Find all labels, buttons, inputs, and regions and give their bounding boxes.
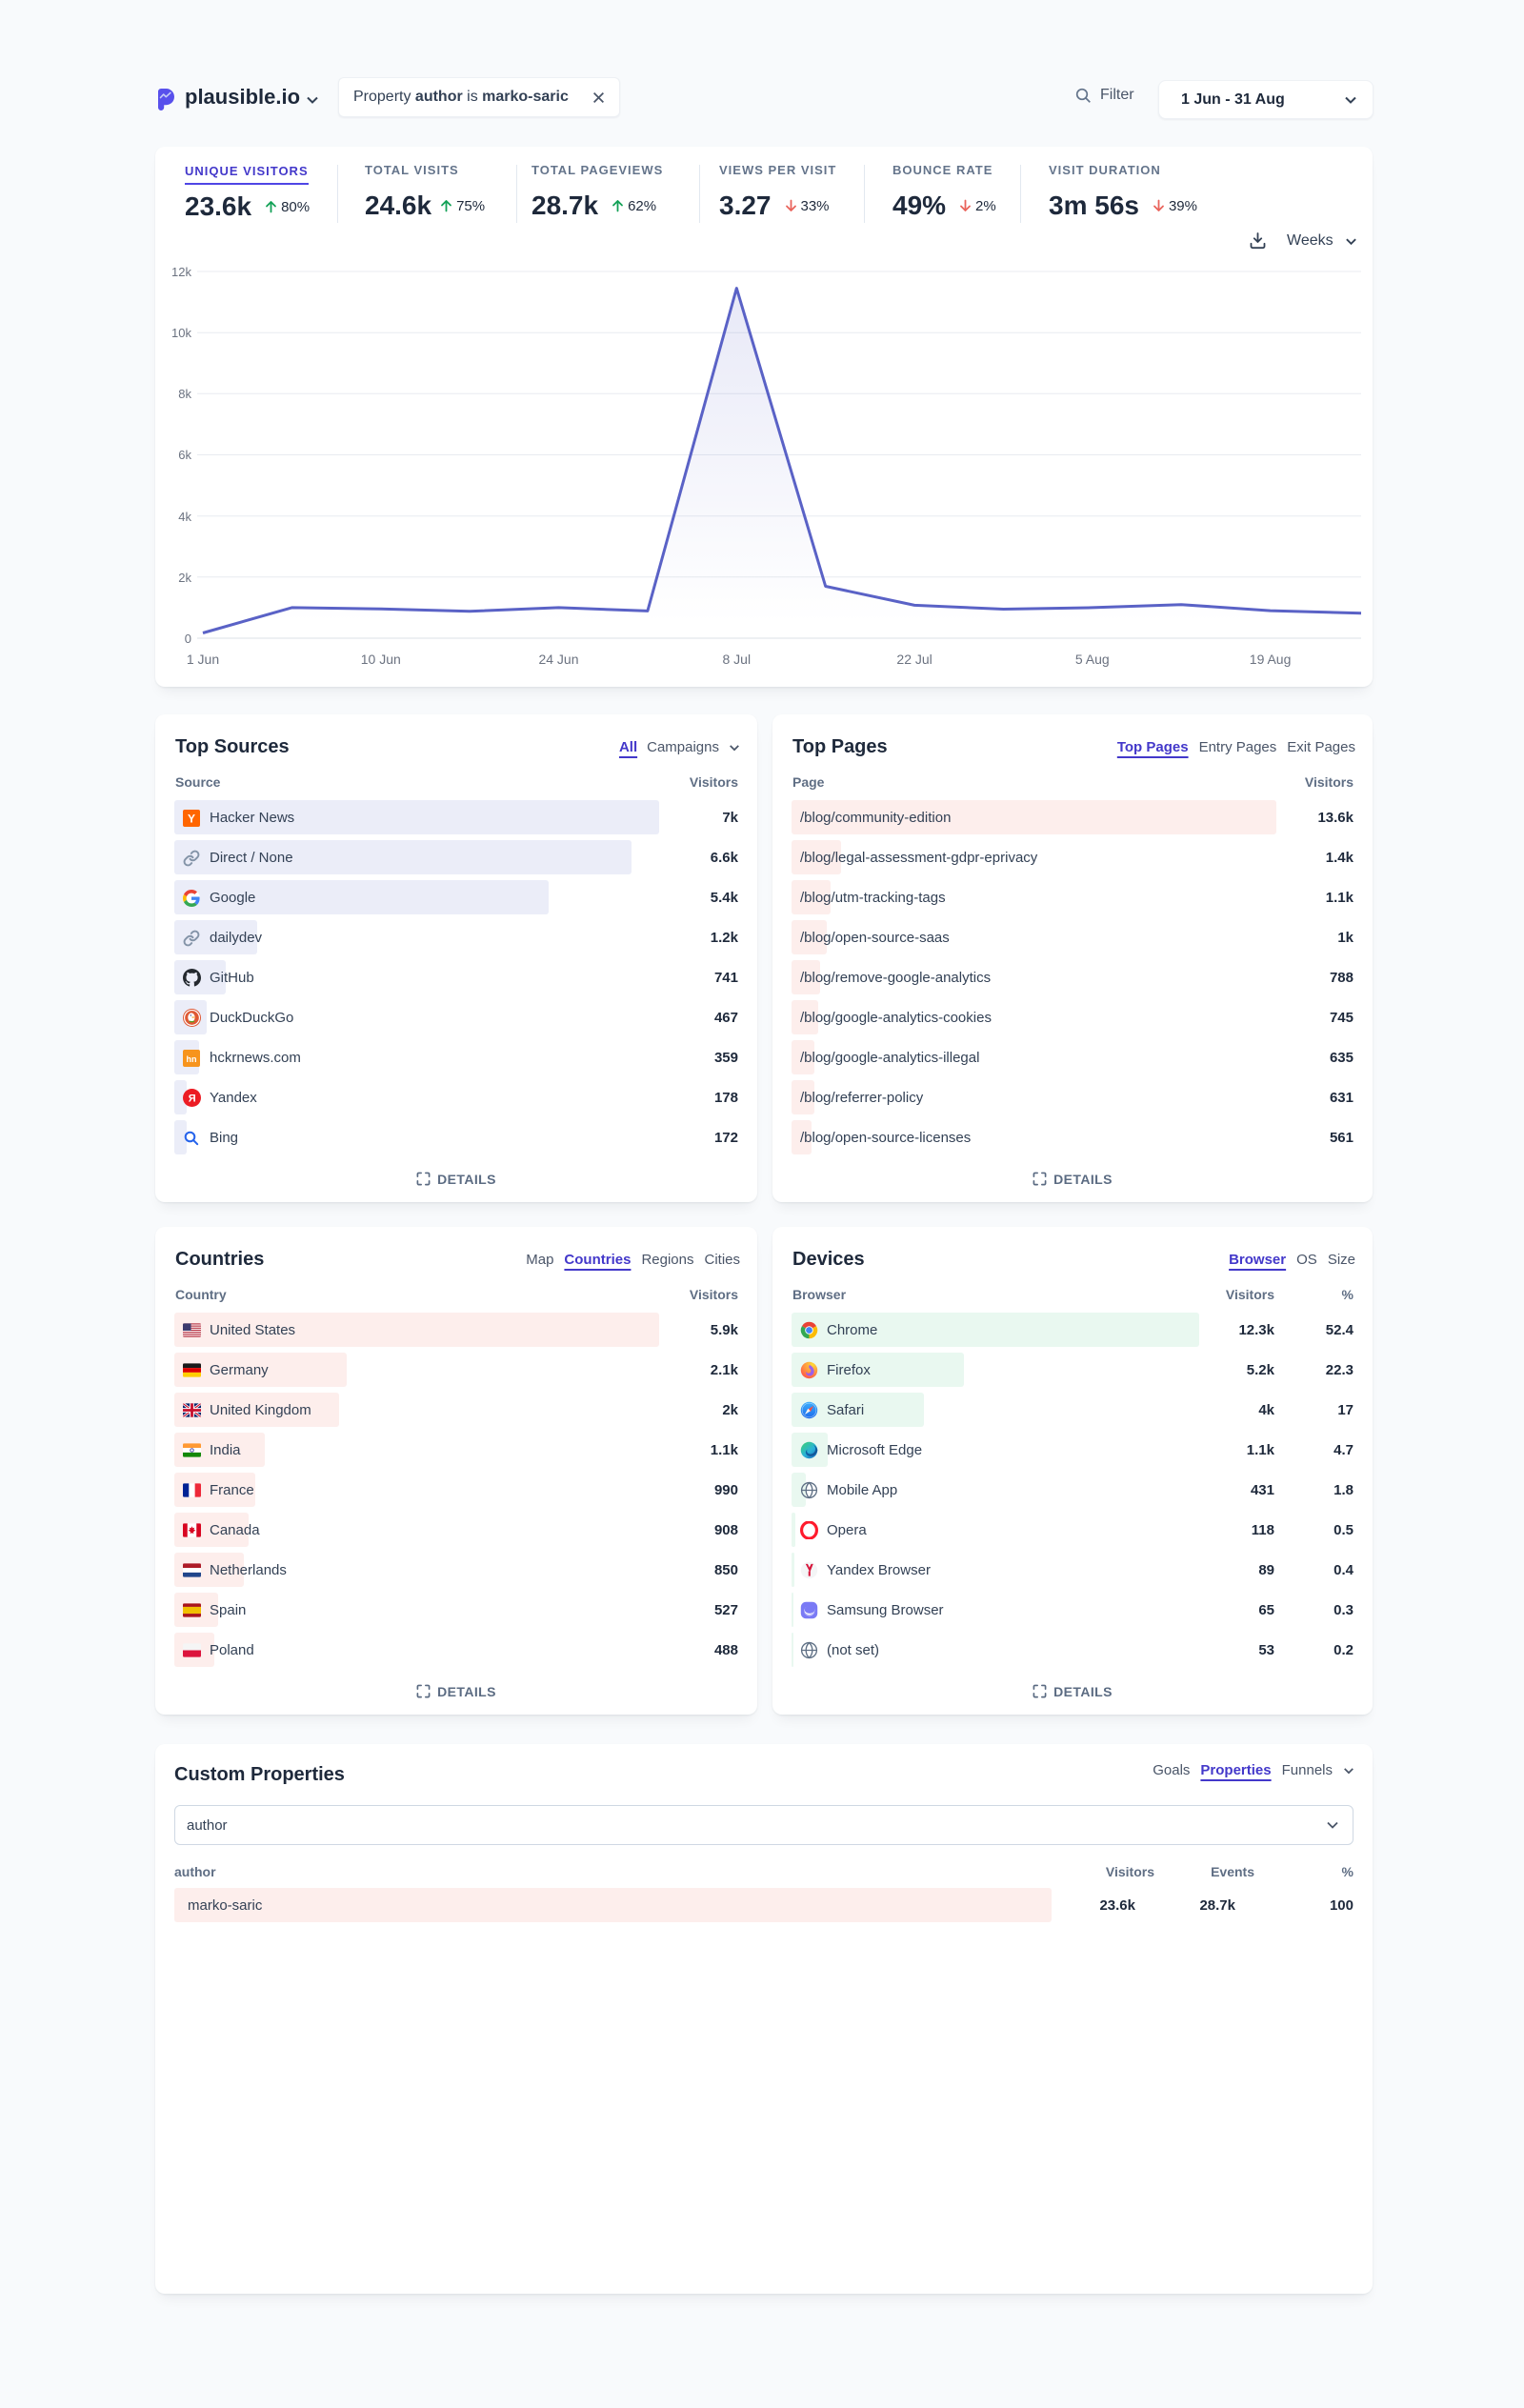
svg-text:Я: Я	[189, 1094, 196, 1105]
svg-text:hn: hn	[187, 1054, 197, 1063]
svg-text:Y: Y	[188, 812, 195, 825]
